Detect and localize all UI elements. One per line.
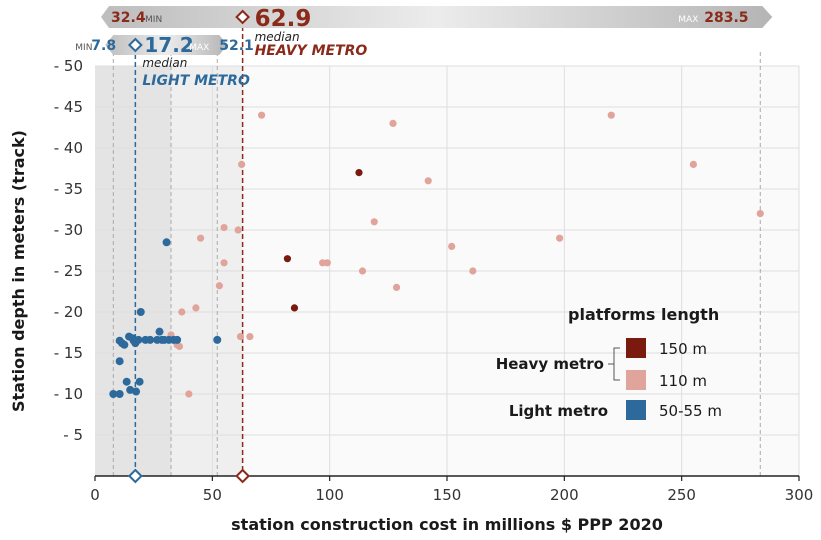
data-point [607,111,615,119]
x-axis-title: station construction cost in millions $ … [231,515,663,534]
data-point [155,327,164,336]
y-tick-label: - 45 [54,98,83,116]
data-point [134,335,143,344]
light-median-value: 17.2 [144,33,193,57]
data-point [178,308,186,316]
data-point [236,333,245,341]
heavy-max-label: MAX [678,15,698,25]
data-point [234,226,242,234]
y-tick-label: - 30 [54,221,83,239]
data-point [424,177,432,185]
x-tick-label: 250 [667,486,696,504]
data-point [117,339,126,348]
y-tick-label: - 5 [63,426,83,444]
y-tick-label: - 35 [54,180,83,198]
data-point [213,335,222,344]
y-tick-label: - 10 [54,385,83,403]
legend-label-light: 50-55 m [659,402,722,420]
data-point [355,169,363,177]
data-point [290,304,299,312]
heavy-median-word: median [255,30,300,44]
light-max-label: MAX [189,43,209,53]
light-metro-label: LIGHT METRO [142,73,250,89]
heavy-min-value: 32.4 [111,10,146,26]
legend-swatch-150m [626,338,646,358]
x-tick-label: 50 [203,486,222,504]
legend-label-110m: 110 m [659,372,707,390]
heavy-metro-label: HEAVY METRO [255,43,368,59]
data-point [258,111,266,119]
x-tick-label: 300 [785,486,814,504]
data-point [448,242,456,250]
light-max-value: 52.1 [219,38,254,54]
heavy-median-value: 62.9 [255,6,312,32]
data-point [122,377,131,386]
heavy-min-label: MIN [145,15,162,25]
data-point [246,333,254,341]
x-tick-label: 100 [315,486,344,504]
x-tick-label: 150 [433,486,462,504]
heavy-median-bar-diamond [235,9,251,25]
x-tick-label: 200 [550,486,579,504]
legend-title: platforms length [568,305,719,324]
legend-label-150m: 150 m [659,340,707,358]
heavy-max-value: 283.5 [704,10,748,26]
y-tick-label: - 40 [54,139,83,157]
data-point [283,255,292,263]
data-point [173,335,182,344]
data-point [162,238,171,247]
light-median-word: median [142,56,187,70]
data-point [556,234,564,242]
light-min-value: 7.8 [91,38,116,54]
x-tick-label: 0 [90,486,100,504]
data-point [192,304,200,312]
y-tick-label: - 15 [54,344,83,362]
y-tick-label: - 50 [54,57,83,75]
data-point [115,357,124,366]
data-point [323,259,331,267]
legend-swatch-light [626,400,646,420]
data-point [175,342,184,351]
light-min-label: MIN [75,43,92,53]
data-point [689,160,698,168]
legend-group-heavy: Heavy metro [496,355,604,373]
data-point [185,390,193,398]
data-point [220,259,228,267]
data-point [389,119,397,127]
data-point [197,234,205,242]
data-point [109,390,118,398]
data-point [132,387,141,396]
data-point [135,377,144,386]
y-axis-title: Station depth in meters (track) [9,130,28,412]
data-point [238,160,246,168]
heavy-median-axis-diamond [235,468,251,484]
legend-swatch-110m [626,370,646,390]
light-median-bar-diamond [127,37,143,53]
data-point [756,210,764,218]
data-point [136,308,145,316]
data-point [358,267,367,275]
legend-group-light: Light metro [509,402,608,420]
data-point [115,390,124,398]
data-point [370,218,378,226]
data-point [392,283,401,291]
data-point [215,282,223,290]
data-point [220,223,228,232]
light-median-axis-diamond [127,468,143,484]
data-point [146,335,155,344]
y-tick-label: - 20 [54,303,83,321]
data-point [469,267,477,275]
heavy-range-bar [101,6,773,28]
y-tick-label: - 25 [54,262,83,280]
legend-bracket [608,347,620,381]
